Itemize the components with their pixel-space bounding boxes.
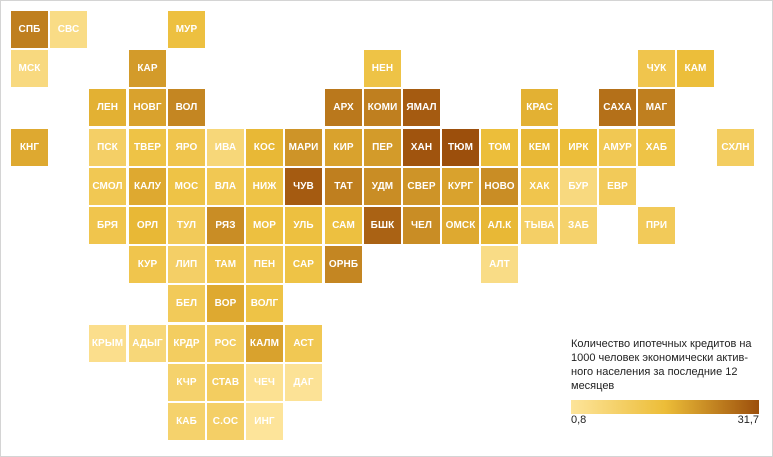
region-tile-СВС[interactable]: СВС	[50, 11, 87, 48]
region-tile-ТОМ[interactable]: ТОМ	[481, 129, 518, 166]
region-tile-АМУР[interactable]: АМУР	[599, 129, 636, 166]
region-tile-САХА[interactable]: САХА	[599, 89, 636, 126]
region-tile-БШК[interactable]: БШК	[364, 207, 401, 244]
region-tile-СПБ[interactable]: СПБ	[11, 11, 48, 48]
region-tile-БРЯ[interactable]: БРЯ	[89, 207, 126, 244]
region-tile-КАМ[interactable]: КАМ	[677, 50, 714, 87]
region-tile-ИНГ[interactable]: ИНГ	[246, 403, 283, 440]
region-tile-КОМИ[interactable]: КОМИ	[364, 89, 401, 126]
region-tile-КАЛМ[interactable]: КАЛМ	[246, 325, 283, 362]
region-tile-ХАН[interactable]: ХАН	[403, 129, 440, 166]
region-tile-СМОЛ[interactable]: СМОЛ	[89, 168, 126, 205]
region-tile-МАГ[interactable]: МАГ	[638, 89, 675, 126]
region-tile-ЯМАЛ[interactable]: ЯМАЛ	[403, 89, 440, 126]
region-tile-ВЛА[interactable]: ВЛА	[207, 168, 244, 205]
region-tile-КНГ[interactable]: КНГ	[11, 129, 48, 166]
region-tile-ТЫВА[interactable]: ТЫВА	[521, 207, 558, 244]
region-tile-ТЮМ[interactable]: ТЮМ	[442, 129, 479, 166]
region-tile-КРЫМ[interactable]: КРЫМ	[89, 325, 126, 362]
region-tile-КИР[interactable]: КИР	[325, 129, 362, 166]
region-tile-ТАТ[interactable]: ТАТ	[325, 168, 362, 205]
region-tile-С.ОС[interactable]: С.ОС	[207, 403, 244, 440]
region-tile-ИВА[interactable]: ИВА	[207, 129, 244, 166]
region-tile-КЕМ[interactable]: КЕМ	[521, 129, 558, 166]
region-tile-АСТ[interactable]: АСТ	[285, 325, 322, 362]
region-tile-ТАМ[interactable]: ТАМ	[207, 246, 244, 283]
region-tile-КРАС[interactable]: КРАС	[521, 89, 558, 126]
region-tile-КУР[interactable]: КУР	[129, 246, 166, 283]
region-tile-АЛ.К[interactable]: АЛ.К	[481, 207, 518, 244]
region-tile-МАРИ[interactable]: МАРИ	[285, 129, 322, 166]
region-tile-САМ[interactable]: САМ	[325, 207, 362, 244]
region-tile-КРДР[interactable]: КРДР	[168, 325, 205, 362]
region-tile-ОМСК[interactable]: ОМСК	[442, 207, 479, 244]
region-tile-НЕН[interactable]: НЕН	[364, 50, 401, 87]
region-tile-ТУЛ[interactable]: ТУЛ	[168, 207, 205, 244]
region-tile-ЛИП[interactable]: ЛИП	[168, 246, 205, 283]
legend-min-label: 0,8	[571, 414, 587, 426]
region-tile-ВОР[interactable]: ВОР	[207, 285, 244, 322]
region-tile-ИРК[interactable]: ИРК	[560, 129, 597, 166]
region-tile-МОР[interactable]: МОР	[246, 207, 283, 244]
legend-title: Количество ипотечных кредитов на 1000 че…	[571, 338, 752, 392]
region-tile-ЛЕН[interactable]: ЛЕН	[89, 89, 126, 126]
region-tile-МУР[interactable]: МУР	[168, 11, 205, 48]
region-tile-ЧУК[interactable]: ЧУК	[638, 50, 675, 87]
region-tile-ДАГ[interactable]: ДАГ	[285, 364, 322, 401]
region-tile-ЕВР[interactable]: ЕВР	[599, 168, 636, 205]
region-tile-РЯЗ[interactable]: РЯЗ	[207, 207, 244, 244]
region-tile-ПСК[interactable]: ПСК	[89, 129, 126, 166]
region-tile-ПЕН[interactable]: ПЕН	[246, 246, 283, 283]
region-tile-СТАВ[interactable]: СТАВ	[207, 364, 244, 401]
region-tile-ХАК[interactable]: ХАК	[521, 168, 558, 205]
region-tile-ТВЕР[interactable]: ТВЕР	[129, 129, 166, 166]
region-tile-АРХ[interactable]: АРХ	[325, 89, 362, 126]
region-tile-ПРИ[interactable]: ПРИ	[638, 207, 675, 244]
region-tile-САР[interactable]: САР	[285, 246, 322, 283]
region-tile-МОС[interactable]: МОС	[168, 168, 205, 205]
region-tile-ЯРО[interactable]: ЯРО	[168, 129, 205, 166]
region-tile-РОС[interactable]: РОС	[207, 325, 244, 362]
region-tile-КЧР[interactable]: КЧР	[168, 364, 205, 401]
region-tile-ЧЕЛ[interactable]: ЧЕЛ	[403, 207, 440, 244]
region-tile-ЗАБ[interactable]: ЗАБ	[560, 207, 597, 244]
region-tile-НОВГ[interactable]: НОВГ	[129, 89, 166, 126]
region-tile-КАР[interactable]: КАР	[129, 50, 166, 87]
region-tile-ВОЛ[interactable]: ВОЛ	[168, 89, 205, 126]
legend-max-label: 31,7	[737, 414, 759, 426]
region-tile-УДМ[interactable]: УДМ	[364, 168, 401, 205]
region-tile-БЕЛ[interactable]: БЕЛ	[168, 285, 205, 322]
legend-color-scale	[571, 400, 759, 414]
region-tile-КУРГ[interactable]: КУРГ	[442, 168, 479, 205]
region-tile-СВЕР[interactable]: СВЕР	[403, 168, 440, 205]
region-tile-КАЛУ[interactable]: КАЛУ	[129, 168, 166, 205]
region-tile-ХАБ[interactable]: ХАБ	[638, 129, 675, 166]
region-tile-СХЛН[interactable]: СХЛН	[717, 129, 754, 166]
region-tile-ЧЕЧ[interactable]: ЧЕЧ	[246, 364, 283, 401]
region-tile-АДЫГ[interactable]: АДЫГ	[129, 325, 166, 362]
region-tile-БУР[interactable]: БУР	[560, 168, 597, 205]
region-tile-КОС[interactable]: КОС	[246, 129, 283, 166]
region-tile-ВОЛГ[interactable]: ВОЛГ	[246, 285, 283, 322]
region-tile-НОВО[interactable]: НОВО	[481, 168, 518, 205]
region-tile-МСК[interactable]: МСК	[11, 50, 48, 87]
region-tile-ОРНБ[interactable]: ОРНБ	[325, 246, 362, 283]
region-tile-ПЕР[interactable]: ПЕР	[364, 129, 401, 166]
region-tile-НИЖ[interactable]: НИЖ	[246, 168, 283, 205]
region-tile-ЧУВ[interactable]: ЧУВ	[285, 168, 322, 205]
region-tile-АЛТ[interactable]: АЛТ	[481, 246, 518, 283]
region-tile-КАБ[interactable]: КАБ	[168, 403, 205, 440]
region-tile-УЛЬ[interactable]: УЛЬ	[285, 207, 322, 244]
region-tile-ОРЛ[interactable]: ОРЛ	[129, 207, 166, 244]
